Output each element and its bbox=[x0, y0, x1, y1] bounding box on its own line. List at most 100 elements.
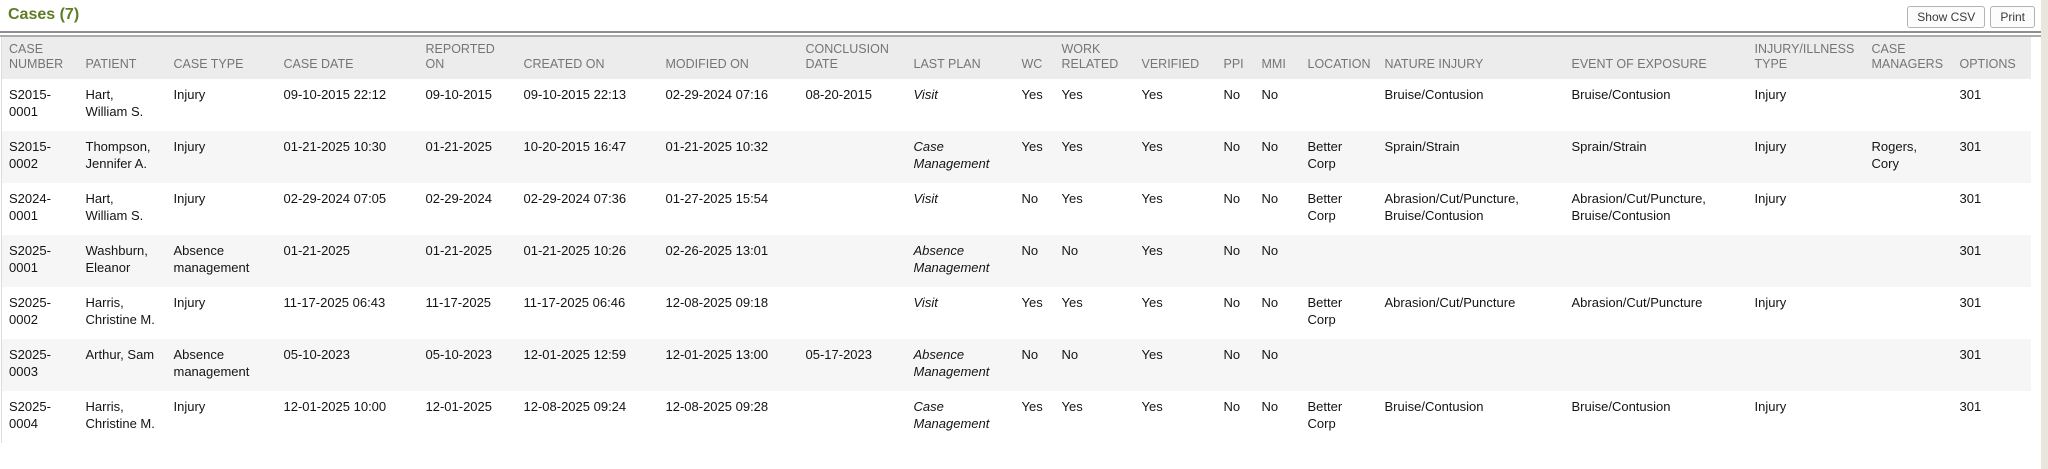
cell-last-plan: Visit bbox=[913, 87, 938, 102]
column-header-injury-illness-type: INJURY/ILLNESS TYPE bbox=[1747, 37, 1865, 79]
cell-event-of-exposure bbox=[1565, 235, 1748, 287]
cell-options: 301 bbox=[1959, 191, 1982, 206]
table-row[interactable]: S2025-0003 Arthur, Sam Absence management 0… bbox=[1, 339, 2031, 391]
cell-case-date: 05-10-2023 bbox=[283, 347, 351, 362]
cell-wc: No bbox=[1021, 191, 1039, 206]
cell-ppi: No bbox=[1223, 87, 1241, 102]
table-header-row: CASE NUMBER PATIENT CASE TYPE CASE DATE REPO… bbox=[1, 37, 2031, 79]
cell-case-type: Injury bbox=[173, 295, 206, 310]
cell-event-of-exposure: Bruise/Contusion bbox=[1571, 87, 1671, 102]
cell-conclusion-date: 08-20-2015 bbox=[805, 87, 873, 102]
column-header-conclusion-date: CONCLUSION DATE bbox=[798, 37, 907, 79]
cell-modified-on: 12-08-2025 09:28 bbox=[665, 399, 769, 414]
print-button[interactable]: Print bbox=[1990, 6, 2035, 28]
cell-ppi: No bbox=[1223, 243, 1241, 258]
table-row[interactable]: S2025-0004 Harris, Christine M. Injury 12-0… bbox=[1, 391, 2031, 443]
cell-case-managers bbox=[1865, 339, 1953, 391]
cell-case-type: Injury bbox=[173, 399, 206, 414]
cell-patient: Hart, William S. bbox=[85, 87, 144, 119]
cell-work-related: Yes bbox=[1061, 399, 1083, 414]
cell-verified: Yes bbox=[1141, 87, 1163, 102]
cell-options: 301 bbox=[1959, 347, 1982, 362]
cell-patient: Arthur, Sam bbox=[85, 347, 155, 362]
column-header-work-related: WORK RELATED bbox=[1054, 37, 1135, 79]
cell-nature-injury: Abrasion/Cut/Puncture, Bruise/Contusion bbox=[1384, 191, 1519, 223]
cell-case-managers: Rogers, Cory bbox=[1871, 139, 1918, 171]
show-csv-button[interactable]: Show CSV bbox=[1907, 6, 1986, 28]
cell-wc: Yes bbox=[1021, 295, 1043, 310]
header-actions: Show CSV Print bbox=[1907, 6, 2035, 28]
cell-ppi: No bbox=[1223, 347, 1241, 362]
cell-work-related: Yes bbox=[1061, 87, 1083, 102]
cell-nature-injury bbox=[1378, 235, 1565, 287]
cases-table: CASE NUMBER PATIENT CASE TYPE CASE DATE REPO… bbox=[1, 37, 2031, 443]
cell-reported-on: 12-01-2025 bbox=[425, 399, 493, 414]
cell-last-plan: Case Management bbox=[913, 399, 990, 431]
cell-mmi: No bbox=[1261, 191, 1279, 206]
cell-wc: Yes bbox=[1021, 399, 1043, 414]
table-row[interactable]: S2025-0002 Harris, Christine M. Injury 11-1… bbox=[1, 287, 2031, 339]
cell-last-plan: Case Management bbox=[913, 139, 990, 171]
cell-conclusion-date bbox=[799, 287, 907, 339]
cell-options: 301 bbox=[1959, 87, 1982, 102]
table-row[interactable]: S2024-0001 Hart, William S. Injury 02-29-20… bbox=[1, 183, 2031, 235]
cell-verified: Yes bbox=[1141, 347, 1163, 362]
cell-created-on: 10-20-2015 16:47 bbox=[523, 139, 627, 154]
cell-mmi: No bbox=[1261, 295, 1279, 310]
column-header-case-date: CASE DATE bbox=[276, 37, 419, 79]
cell-case-date: 01-21-2025 10:30 bbox=[283, 139, 387, 154]
cell-case-number: S2015-0002 bbox=[9, 139, 51, 171]
column-header-reported-on: REPORTED ON bbox=[418, 37, 517, 79]
cell-conclusion-date: 05-17-2023 bbox=[805, 347, 873, 362]
cell-injury-illness-type: Injury bbox=[1754, 139, 1787, 154]
column-header-verified: VERIFIED bbox=[1134, 37, 1217, 79]
cell-location: Better Corp bbox=[1307, 399, 1343, 431]
cell-created-on: 12-08-2025 09:24 bbox=[523, 399, 627, 414]
cell-reported-on: 09-10-2015 bbox=[425, 87, 493, 102]
cell-event-of-exposure: Abrasion/Cut/Puncture, Bruise/Contusion bbox=[1571, 191, 1706, 223]
cell-location: Better Corp bbox=[1307, 191, 1343, 223]
table-row[interactable]: S2025-0001 Washburn, Eleanor Absence manag… bbox=[1, 235, 2031, 287]
cell-verified: Yes bbox=[1141, 243, 1163, 258]
cell-work-related: Yes bbox=[1061, 191, 1083, 206]
table-row[interactable]: S2015-0001 Hart, William S. Injury 09-10-20… bbox=[1, 79, 2031, 131]
cell-reported-on: 05-10-2023 bbox=[425, 347, 493, 362]
cell-location: Better Corp bbox=[1307, 295, 1343, 327]
cell-nature-injury: Bruise/Contusion bbox=[1384, 399, 1484, 414]
cell-verified: Yes bbox=[1141, 399, 1163, 414]
cell-event-of-exposure: Sprain/Strain bbox=[1571, 139, 1647, 154]
cell-verified: Yes bbox=[1141, 295, 1163, 310]
cell-nature-injury: Bruise/Contusion bbox=[1384, 87, 1484, 102]
cell-case-date: 12-01-2025 10:00 bbox=[283, 399, 387, 414]
cell-work-related: Yes bbox=[1061, 295, 1083, 310]
cell-case-date: 02-29-2024 07:05 bbox=[283, 191, 387, 206]
cell-created-on: 09-10-2015 22:13 bbox=[523, 87, 627, 102]
cell-case-type: Absence management bbox=[173, 347, 250, 379]
cell-case-managers bbox=[1865, 287, 1953, 339]
cell-conclusion-date bbox=[799, 391, 907, 443]
cell-modified-on: 12-01-2025 13:00 bbox=[665, 347, 769, 362]
page-title: Cases (7) bbox=[8, 6, 80, 23]
cell-case-type: Injury bbox=[173, 139, 206, 154]
cell-conclusion-date bbox=[799, 235, 907, 287]
cell-case-managers bbox=[1865, 391, 1953, 443]
cell-ppi: No bbox=[1223, 399, 1241, 414]
cell-created-on: 01-21-2025 10:26 bbox=[523, 243, 627, 258]
cell-verified: Yes bbox=[1141, 191, 1163, 206]
cell-reported-on: 11-17-2025 bbox=[425, 295, 492, 310]
cell-injury-illness-type bbox=[1748, 235, 1865, 287]
cell-created-on: 11-17-2025 06:46 bbox=[523, 295, 626, 310]
cell-wc: No bbox=[1021, 347, 1039, 362]
cell-options: 301 bbox=[1959, 243, 1982, 258]
cell-wc: Yes bbox=[1021, 139, 1043, 154]
column-header-case-type: CASE TYPE bbox=[166, 37, 277, 79]
cell-case-number: S2024-0001 bbox=[9, 191, 51, 223]
cell-modified-on: 02-26-2025 13:01 bbox=[665, 243, 769, 258]
cell-modified-on: 02-29-2024 07:16 bbox=[665, 87, 769, 102]
column-header-created-on: CREATED ON bbox=[516, 37, 659, 79]
table-row[interactable]: S2015-0002 Thompson, Jennifer A. Injury 01-… bbox=[1, 131, 2031, 183]
cell-case-type: Injury bbox=[173, 87, 206, 102]
cell-patient: Harris, Christine M. bbox=[85, 399, 155, 431]
cell-event-of-exposure: Bruise/Contusion bbox=[1571, 399, 1671, 414]
cell-reported-on: 01-21-2025 bbox=[425, 243, 493, 258]
